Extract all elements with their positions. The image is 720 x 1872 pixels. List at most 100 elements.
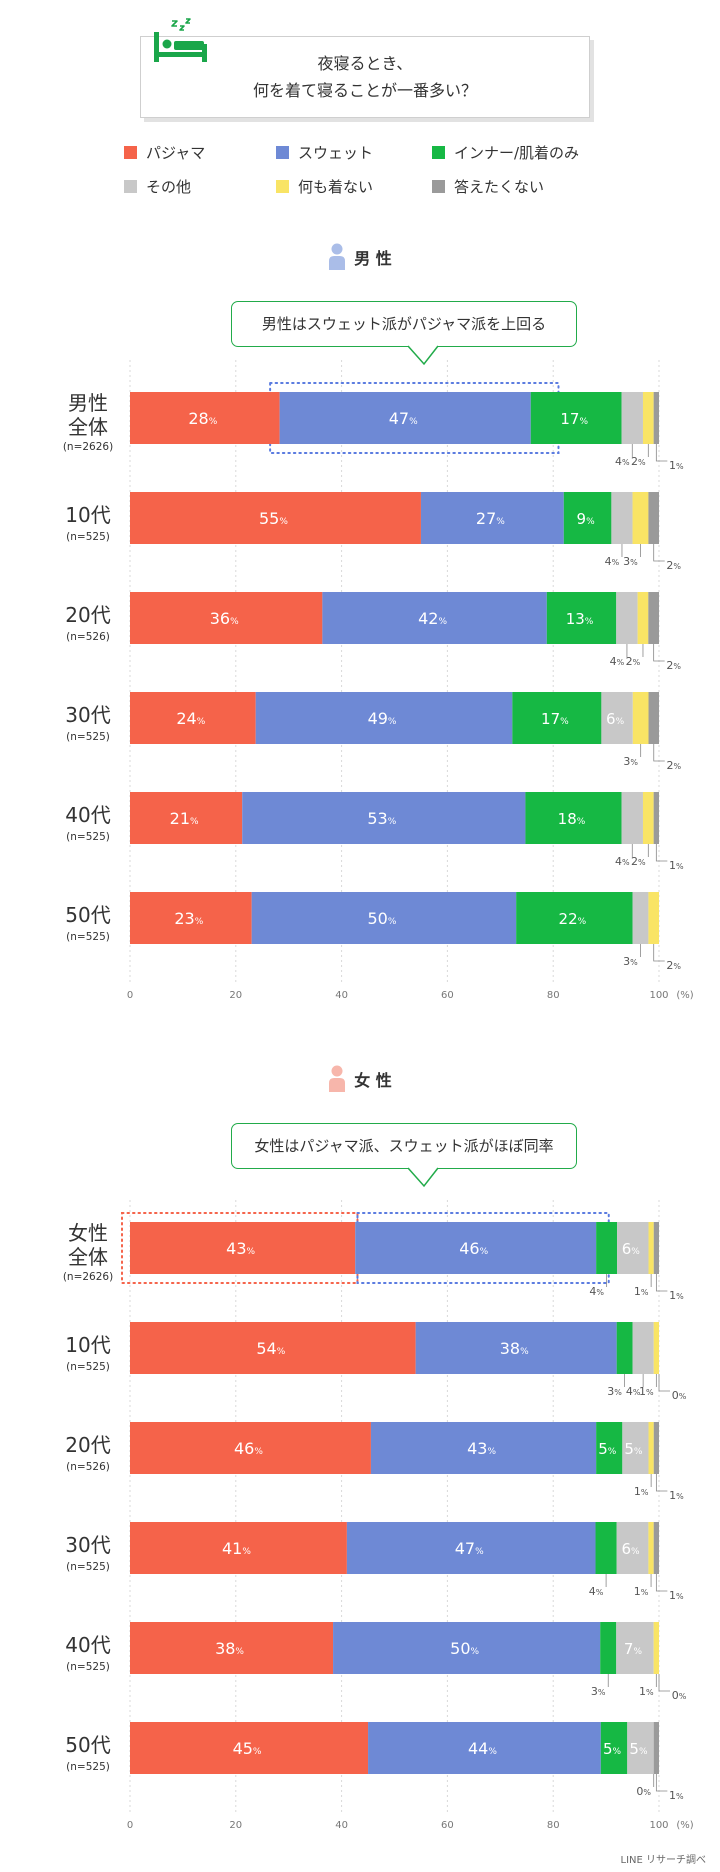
leader-line	[658, 1374, 670, 1392]
bar-segment	[130, 1522, 347, 1574]
data-label-small: 2%	[631, 455, 646, 468]
bar-segment	[621, 392, 643, 444]
legend-item-no-answer: 答えたくない	[432, 176, 544, 196]
row-label: 50代	[65, 1733, 110, 1757]
bar-segment	[653, 1222, 659, 1274]
row-sample-size: (n=525)	[66, 831, 110, 843]
legend: パジャマ スウェット インナー/肌着のみ その他 何も着ない 答えたくない	[120, 140, 640, 200]
male-person-icon	[329, 243, 346, 270]
row-label: 50代	[65, 903, 110, 927]
bar-segment	[596, 1422, 623, 1474]
bar-segment	[632, 1322, 654, 1374]
x-axis-unit: (%)	[676, 990, 693, 1000]
bar-segment	[600, 1722, 628, 1774]
row-sample-size: (n=2626)	[63, 441, 113, 453]
legend-label: インナー/肌着のみ	[454, 143, 580, 162]
data-label-small: 1%	[669, 1289, 684, 1302]
row-label: 20代	[65, 1433, 110, 1457]
bar-segment	[611, 492, 633, 544]
bar-segment	[322, 592, 547, 644]
data-label-small: 4%	[605, 555, 620, 568]
callout-female: 女性はパジャマ派、スウェット派がほぼ同率	[231, 1123, 577, 1169]
bar-segment	[653, 392, 659, 444]
female-person-icon	[329, 1065, 346, 1092]
bar-segment	[255, 692, 513, 744]
bar-segment	[632, 892, 649, 944]
bar-segment	[648, 692, 659, 744]
bar-segment	[251, 892, 517, 944]
section-title-female: 女 性	[0, 1065, 720, 1097]
legend-item-inner: インナー/肌着のみ	[432, 142, 579, 162]
bar-segment	[648, 1522, 654, 1574]
bar-segment	[516, 892, 633, 944]
bar-segment	[370, 1422, 597, 1474]
data-label-small: 1%	[669, 1489, 684, 1502]
bar-segment	[616, 1622, 654, 1674]
data-label-small: 2%	[626, 655, 641, 668]
row-sample-size: (n=525)	[66, 531, 110, 543]
bar-segment	[637, 592, 649, 644]
legend-label: 何も着ない	[298, 177, 374, 196]
data-label-small: 1%	[634, 1485, 649, 1498]
bar-segment	[642, 392, 654, 444]
data-label-small: 1%	[634, 1585, 649, 1598]
bar-segment	[632, 492, 649, 544]
bar-segment	[601, 692, 633, 744]
legend-swatch	[432, 145, 445, 159]
x-tick-label: 40	[335, 1820, 348, 1831]
row-sample-size: (n=526)	[66, 631, 110, 643]
source-note: LINE リサーチ調べ	[620, 1855, 707, 1866]
bar-segment	[368, 1722, 601, 1774]
x-tick-label: 0	[127, 990, 133, 1000]
data-label-small: 0%	[636, 1785, 651, 1798]
bar-segment	[525, 792, 622, 844]
row-label: 40代	[65, 803, 110, 827]
bar-segment	[130, 1722, 369, 1774]
data-label-small: 3%	[623, 955, 638, 968]
bar-segment	[648, 1422, 654, 1474]
bar-segment	[130, 592, 323, 644]
bar-segment	[648, 492, 659, 544]
bar-segment	[616, 592, 638, 644]
legend-swatch	[432, 179, 445, 193]
bar-segment	[621, 792, 643, 844]
data-label-small: 1%	[639, 1385, 654, 1398]
section-title-male: 男 性	[0, 243, 720, 275]
bar-segment	[653, 1422, 659, 1474]
bar-segment	[653, 792, 659, 844]
leader-line	[655, 1474, 668, 1492]
leader-line	[655, 1774, 668, 1792]
legend-item-pajama: パジャマ	[124, 142, 205, 162]
section-label: 女 性	[354, 1071, 392, 1090]
bar-segment	[648, 1222, 654, 1274]
callout-male-pointer	[407, 344, 439, 366]
leader-line	[653, 644, 665, 662]
x-tick-label: 100	[649, 1820, 668, 1831]
title-box: 夜寝るとき、 何を着て寝ることが一番多い？	[140, 36, 590, 118]
bar-segment	[627, 1722, 654, 1774]
legend-swatch	[124, 179, 137, 193]
x-tick-label: 60	[441, 1820, 454, 1831]
bar-segment	[616, 1322, 633, 1374]
bar-segment	[563, 492, 612, 544]
leader-line	[653, 544, 665, 562]
x-tick-label: 80	[547, 1820, 560, 1831]
data-label-small: 1%	[669, 1589, 684, 1602]
section-label: 男 性	[354, 249, 392, 268]
x-tick-label: 0	[127, 1820, 133, 1831]
legend-swatch	[276, 179, 289, 193]
data-label-small: 1%	[639, 1685, 654, 1698]
data-label-small: 4%	[615, 855, 630, 868]
row-label: 10代	[65, 503, 110, 527]
bar-segment	[653, 1622, 659, 1674]
bar-segment	[653, 1522, 659, 1574]
row-sample-size: (n=525)	[66, 731, 110, 743]
row-label: 40代	[65, 1633, 110, 1657]
bar-segment	[632, 692, 649, 744]
row-sample-size: (n=526)	[66, 1461, 110, 1473]
data-label-small: 1%	[634, 1285, 649, 1298]
data-label-small: 0%	[672, 1389, 687, 1402]
callout-female-pointer	[407, 1166, 439, 1188]
data-label-small: 3%	[623, 755, 638, 768]
data-label-small: 4%	[615, 455, 630, 468]
